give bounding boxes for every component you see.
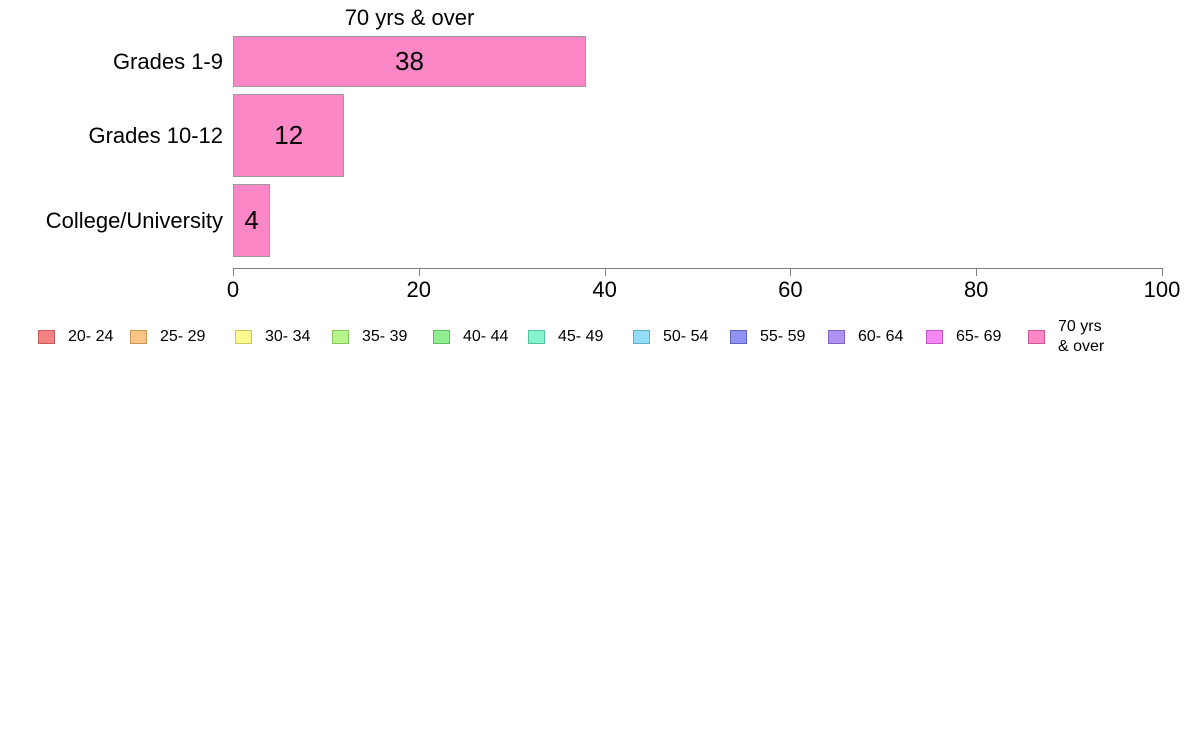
x-axis-tick-label: 0 [226, 277, 240, 302]
legend-color-swatch [130, 330, 147, 344]
bar: 38 [233, 36, 587, 87]
chart-title: 70 yrs & over [344, 5, 475, 30]
x-axis-tick-label: 40 [592, 277, 617, 302]
legend-label: 55- 59 [760, 328, 806, 345]
bar-value-label: 38 [395, 46, 424, 76]
legend-label: 70 yrs & over [1058, 318, 1105, 355]
legend-item: 45- 49 [528, 327, 603, 347]
legend-item: 65- 69 [926, 327, 1001, 347]
x-axis-tick-label: 20 [406, 277, 432, 302]
legend-label: 40- 44 [463, 328, 509, 345]
category-label: Grades 10-12 [88, 122, 223, 148]
legend-color-swatch [38, 330, 55, 344]
legend-label: 25- 29 [160, 328, 206, 345]
legend-item: 30- 34 [235, 327, 310, 347]
x-axis-line [233, 268, 1163, 269]
legend-color-swatch [1028, 330, 1045, 344]
legend-color-swatch [730, 330, 747, 344]
x-axis-tick-label: 100 [1143, 277, 1181, 302]
category-label: Grades 1-9 [112, 48, 223, 74]
x-axis-tick-mark [976, 268, 978, 276]
bar: 4 [233, 184, 271, 257]
legend-color-swatch [235, 330, 252, 344]
legend-color-swatch [633, 330, 650, 344]
legend-item: 25- 29 [130, 327, 205, 347]
legend-color-swatch [926, 330, 943, 344]
bar: 12 [233, 94, 345, 177]
legend-item: 60- 64 [828, 327, 903, 347]
legend-color-swatch [332, 330, 349, 344]
category-label: College/University [45, 207, 223, 233]
legend-item: 55- 59 [730, 327, 805, 347]
bar-value-label: 12 [274, 120, 304, 150]
legend-label: 50- 54 [663, 328, 709, 345]
legend-label: 35- 39 [362, 328, 408, 345]
x-axis-tick-mark [418, 268, 420, 276]
x-axis-tick-label: 60 [778, 277, 803, 302]
legend-color-swatch [433, 330, 450, 344]
x-axis-tick-mark [233, 268, 234, 276]
x-axis-tick-label: 80 [963, 277, 989, 302]
x-axis-tick-mark [604, 268, 606, 276]
legend-color-swatch [528, 330, 545, 344]
bar-value-label: 4 [244, 205, 259, 235]
legend-item: 50- 54 [633, 327, 708, 347]
legend-item: 40- 44 [433, 327, 508, 347]
legend-item: 20- 24 [38, 327, 113, 347]
legend-item: 35- 39 [332, 327, 407, 347]
x-axis-tick-mark [790, 268, 792, 276]
legend-item: 70 yrs & over [1028, 317, 1104, 357]
legend-color-swatch [828, 330, 845, 344]
legend-label: 65- 69 [956, 328, 1002, 345]
x-axis-tick-mark [1162, 268, 1163, 276]
legend-label: 45- 49 [558, 328, 604, 345]
legend-label: 20- 24 [68, 328, 114, 345]
legend-label: 60- 64 [858, 328, 904, 345]
legend-label: 30- 34 [265, 328, 311, 345]
